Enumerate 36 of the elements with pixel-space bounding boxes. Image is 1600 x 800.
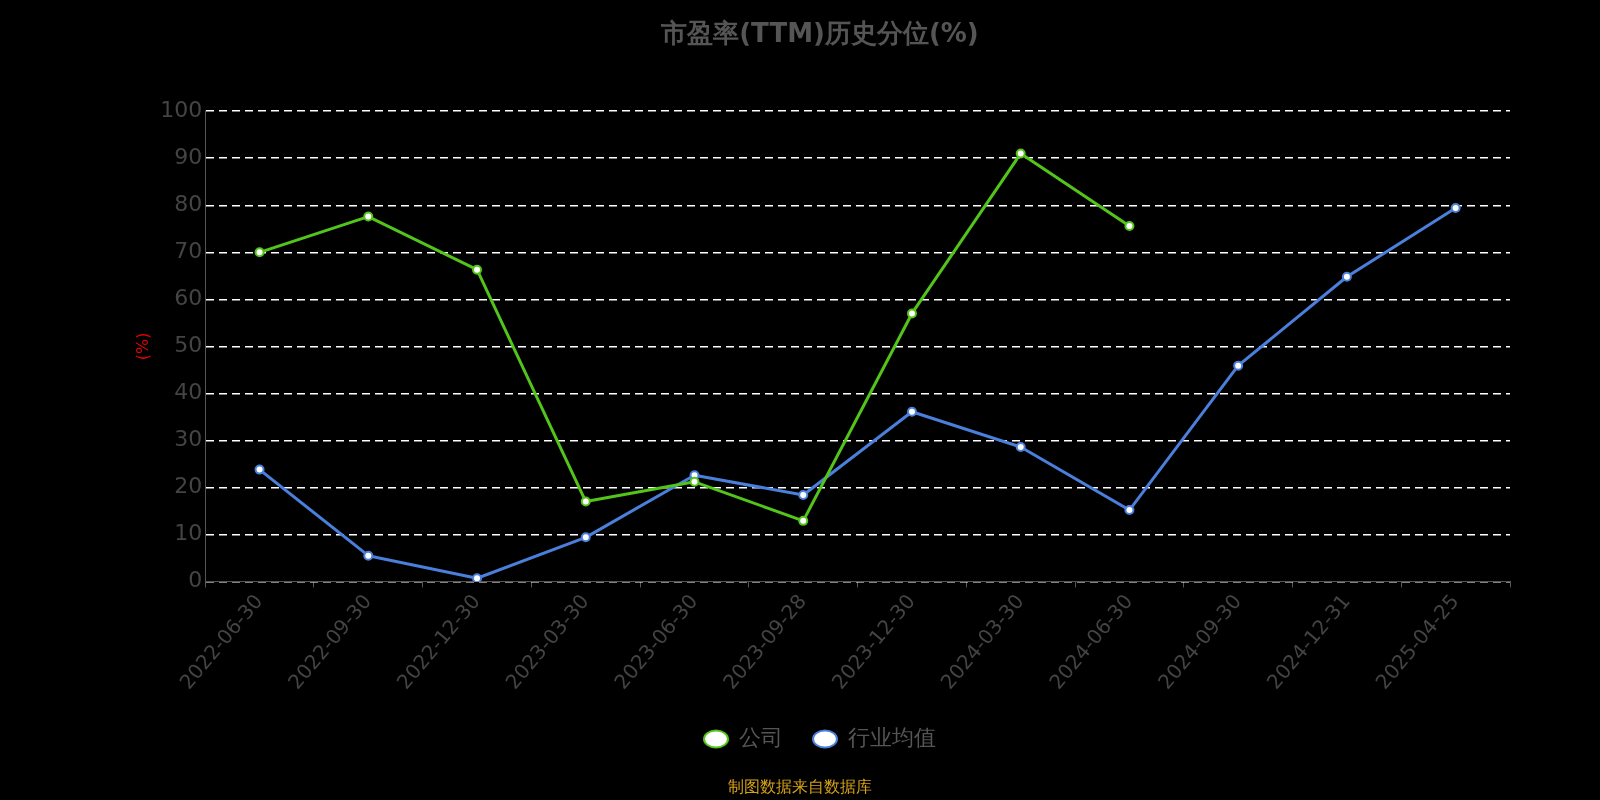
legend-label: 公司 — [739, 724, 783, 750]
y-tick-label: 80 — [174, 190, 203, 216]
chart-title: 市盈率(TTM)历史分位(%) — [660, 18, 979, 49]
point — [1124, 220, 1135, 231]
point — [1450, 203, 1461, 214]
point — [689, 476, 700, 487]
y-tick-label: 50 — [174, 332, 203, 358]
y-tick-label: 10 — [174, 520, 203, 546]
point — [906, 308, 917, 319]
y-tick-label: 20 — [174, 473, 203, 499]
y-tick-label: 100 — [160, 96, 203, 122]
point — [254, 464, 265, 475]
point — [1341, 271, 1352, 282]
point — [798, 489, 809, 500]
legend-label: 行业均值 — [848, 724, 936, 750]
y-tick-label: 0 — [188, 567, 203, 593]
y-axis-title: (%) — [132, 332, 152, 361]
point — [1015, 442, 1026, 453]
point — [906, 406, 917, 417]
y-tick-label: 40 — [174, 379, 203, 405]
point — [363, 550, 374, 561]
point — [1015, 148, 1026, 159]
y-tick-label: 30 — [174, 426, 203, 452]
point — [472, 573, 483, 582]
point — [798, 515, 809, 526]
text: 制图数据来自数据库 — [728, 777, 872, 797]
point — [1124, 505, 1135, 516]
y-tick-label: 90 — [174, 143, 203, 169]
point — [1233, 360, 1244, 371]
y-tick-label: 60 — [174, 285, 203, 311]
point — [580, 496, 591, 507]
point — [254, 247, 265, 258]
y-tick-label: 70 — [174, 238, 203, 264]
point — [580, 532, 591, 543]
point — [472, 264, 483, 275]
point — [363, 211, 374, 222]
